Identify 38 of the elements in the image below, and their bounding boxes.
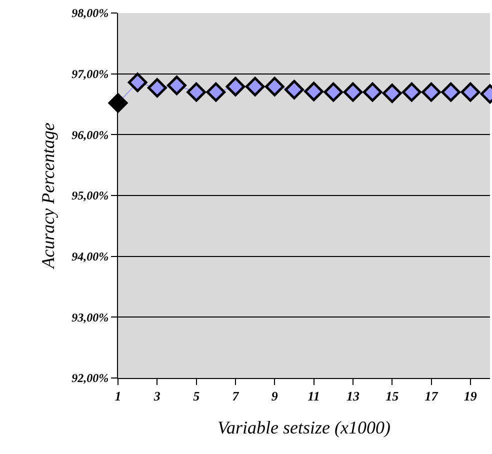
point [304,82,324,102]
point [264,76,284,96]
point [206,82,226,102]
point [362,82,382,102]
x-tick-label: 19 [464,388,478,404]
y-tick-label: 97,00% [72,67,109,82]
y-tick-label: 96,00% [72,128,109,142]
x-tick-label: 3 [152,388,161,404]
point [186,82,206,102]
x-tick-label: 5 [193,388,200,404]
y-tick-label: 98,00% [72,6,109,20]
point [128,72,148,92]
point [460,82,480,102]
point [402,82,422,102]
y-tick-label: 95,00% [72,188,109,203]
x-tick-label: 11 [308,388,320,404]
point [167,76,186,96]
point [245,76,265,96]
x-tick-label: 15 [386,388,400,404]
y-tick-label: 94,00% [72,250,109,264]
x-tick-label: 13 [346,388,360,404]
point [108,93,128,113]
point [324,82,344,102]
point [422,82,441,102]
y-axis-title: Acuracy Percentage [38,122,58,270]
x-tick-label: 1 [114,388,122,404]
point [226,76,246,96]
x-tick-label: 7 [232,388,240,404]
y-tick-label: 92,00% [72,371,109,386]
point [441,82,461,102]
x-axis-title: Variable setsize (x1000) [218,418,390,438]
x-tick-label: 9 [271,388,278,404]
point [382,84,402,103]
point [147,78,167,98]
point [284,80,304,100]
point [343,82,363,102]
x-tick-label: 17 [424,388,438,404]
y-tick-label: 93,00% [72,310,109,324]
